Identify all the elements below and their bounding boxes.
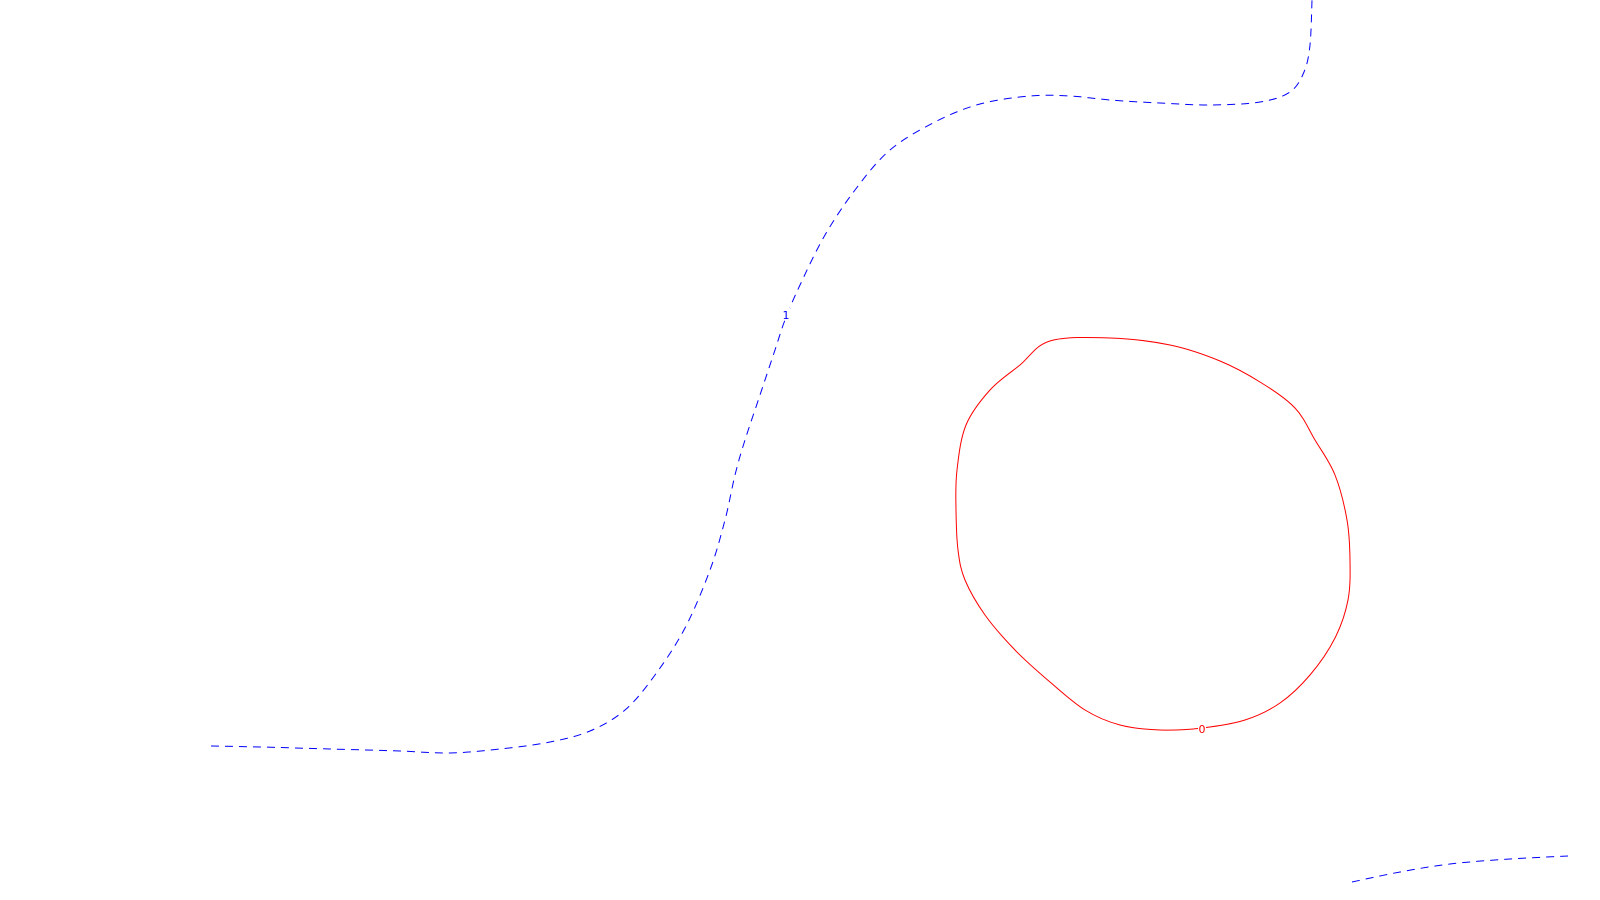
contour-level-0: 0	[955, 336, 1351, 736]
contour-label-level-1: 1	[783, 309, 790, 322]
contour-label-background	[782, 308, 790, 320]
contour-level-1: 1	[210, 0, 1569, 883]
contour-line-level-1-segment-1	[1351, 855, 1569, 883]
contour-label-level-0: 0	[1199, 723, 1206, 736]
contour-line-level-1-segment-0	[210, 0, 1313, 754]
contour-label-background	[1198, 722, 1206, 734]
contour-line-level-0-segment-0	[955, 336, 1351, 731]
